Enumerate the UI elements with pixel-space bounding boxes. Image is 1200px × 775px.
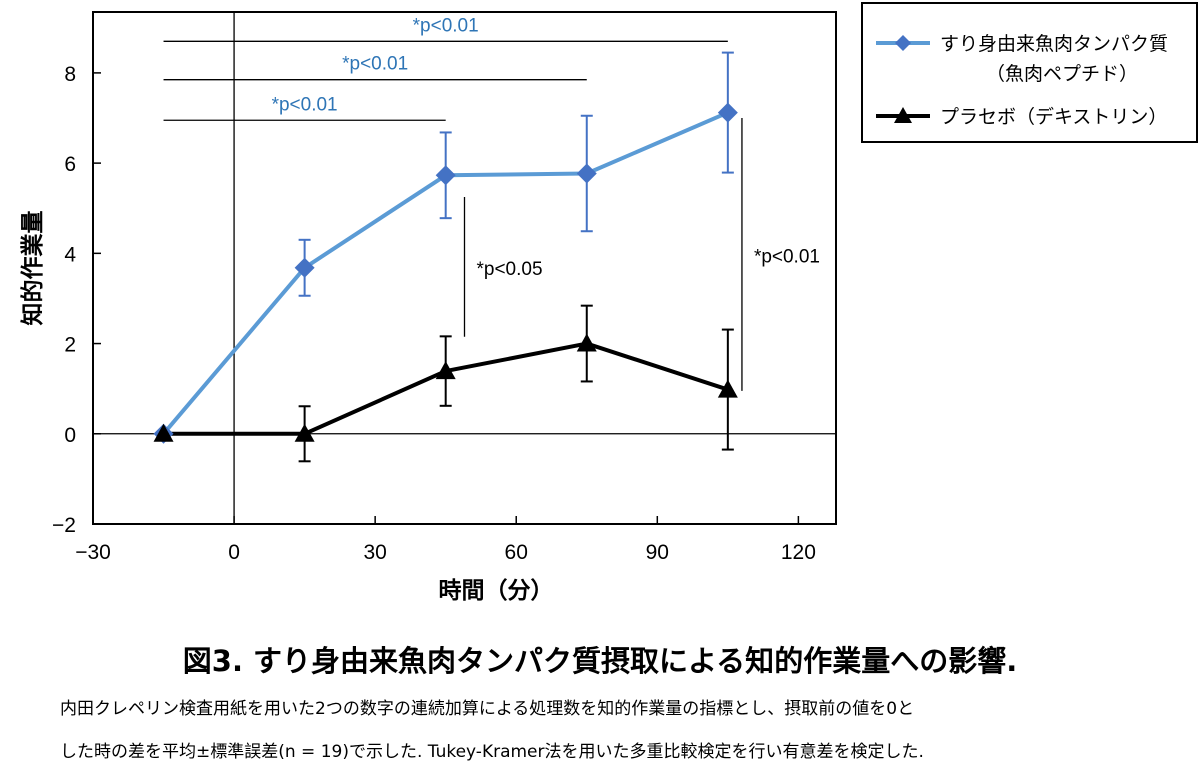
y-axis-label: 知的作業量	[19, 211, 46, 326]
x-tick-label: 30	[363, 541, 386, 564]
figure-caption-line-1: 内田クレペリン検査用紙を用いた2つの数字の連続加算による処理数を知的作業量の指標…	[60, 699, 915, 719]
fish-peptide-point	[435, 165, 456, 186]
legend-label-fish-sub: （魚肉ペプチド）	[986, 63, 1138, 85]
significance-label: *p<0.01	[754, 246, 820, 267]
significance-label: *p<0.01	[272, 94, 338, 115]
figure-caption-line-2: した時の差を平均±標準誤差(n = 19)で示した. Tukey-Kramer法…	[60, 742, 924, 762]
y-tick-label: −2	[52, 514, 76, 537]
x-tick-label: 90	[646, 541, 669, 564]
plot-frame	[92, 11, 837, 525]
y-tick-label: 2	[64, 334, 76, 357]
x-tick-label: 120	[781, 541, 816, 564]
legend-label-fish: すり身由来魚肉タンパク質	[940, 33, 1168, 55]
y-tick-label: 8	[64, 63, 76, 86]
figure-caption-title: 図3. すり身由来魚肉タンパク質摂取による知的作業量への影響.	[182, 644, 1018, 678]
placebo-point	[576, 333, 597, 352]
legend-triangle-icon	[894, 107, 912, 123]
legend-label-placebo: プラセボ（デキストリン）	[940, 106, 1167, 128]
placebo-point	[717, 379, 738, 398]
significance-label: *p<0.01	[342, 54, 408, 75]
significance-label: *p<0.05	[477, 259, 543, 280]
placebo-point	[435, 361, 456, 380]
x-tick-label: −30	[75, 541, 111, 564]
significance-label: *p<0.01	[413, 15, 479, 36]
legend-diamond-icon	[895, 35, 911, 51]
legend: すり身由来魚肉タンパク質 （魚肉ペプチド） プラセボ（デキストリン）	[861, 2, 1198, 143]
x-axis-label: 時間（分）	[439, 577, 554, 604]
y-tick-label: 6	[64, 153, 76, 176]
y-tick-label: 0	[64, 424, 76, 447]
legend-box	[861, 2, 1198, 143]
y-tick-label: 4	[64, 243, 76, 266]
x-tick-label: 60	[505, 541, 528, 564]
fish-peptide-point	[294, 257, 315, 278]
fish-peptide-point	[576, 163, 597, 184]
fish-peptide-point	[717, 102, 738, 123]
x-tick-label: 0	[228, 541, 240, 564]
placebo-point	[153, 423, 174, 442]
placebo-point	[294, 423, 315, 442]
